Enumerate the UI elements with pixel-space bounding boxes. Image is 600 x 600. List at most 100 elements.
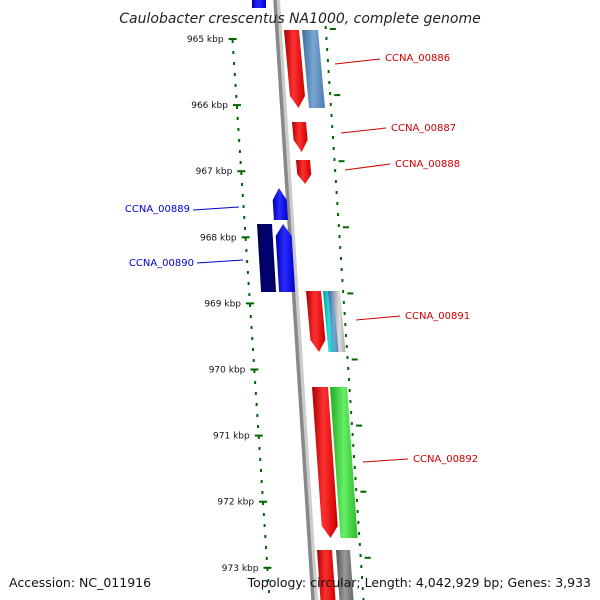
outer-scale-dot bbox=[347, 378, 350, 381]
inner-scale-dot bbox=[236, 117, 239, 120]
inner-scale-dot bbox=[253, 370, 256, 373]
outer-scale-dot bbox=[329, 92, 332, 95]
scale-tick-label: 966 kbp bbox=[191, 101, 228, 111]
feature-misc-CCNA_00891-b bbox=[328, 291, 340, 352]
outer-scale-dot bbox=[348, 389, 351, 392]
inner-scale-dot bbox=[260, 480, 263, 483]
gene-label-leader bbox=[196, 259, 244, 264]
gene-label[interactable]: CCNA_00888 bbox=[395, 159, 460, 170]
features-layer bbox=[252, 0, 358, 600]
gene-label[interactable]: CCNA_00892 bbox=[413, 454, 478, 465]
inner-scale-dot bbox=[254, 381, 257, 384]
inner-scale-dot bbox=[246, 260, 249, 263]
inner-scale-dot bbox=[259, 469, 262, 472]
outer-scale-dot bbox=[328, 81, 331, 84]
feature-cds-next bbox=[336, 550, 354, 600]
inner-scale-dot bbox=[265, 546, 268, 549]
inner-scale-dot bbox=[264, 535, 267, 538]
inner-scale-dot bbox=[265, 557, 268, 560]
inner-scale-dot bbox=[262, 513, 265, 516]
backbone-shadow bbox=[274, 0, 318, 600]
outer-scale-dot bbox=[326, 59, 329, 62]
outer-scale-dot bbox=[350, 422, 353, 425]
scale-tick-label: 967 kbp bbox=[196, 167, 233, 177]
outer-scale-dot bbox=[353, 466, 356, 469]
outer-major-tick bbox=[351, 358, 358, 361]
outer-major-tick bbox=[347, 292, 354, 295]
outer-scale-dot bbox=[346, 356, 349, 359]
inner-scale-dot bbox=[251, 337, 254, 340]
scale-tick-label: 969 kbp bbox=[204, 299, 241, 309]
outer-major-tick bbox=[356, 424, 363, 427]
outer-scale-dot bbox=[334, 169, 337, 172]
outer-scale-dot bbox=[355, 499, 358, 502]
outer-scale-dot bbox=[336, 202, 339, 205]
outer-scale-dot bbox=[358, 543, 361, 546]
inner-scale-dot bbox=[249, 315, 252, 318]
inner-scale-dot bbox=[252, 359, 255, 362]
gene-label[interactable]: CCNA_00889 bbox=[125, 204, 190, 215]
feature-gene-CCNA_00889 bbox=[272, 188, 288, 220]
scale-tick-label: 970 kbp bbox=[209, 366, 246, 376]
outer-scale-dot bbox=[362, 598, 365, 600]
inner-scale-dot bbox=[238, 150, 241, 153]
outer-scale-dot bbox=[329, 103, 332, 106]
gene-label[interactable]: CCNA_00890 bbox=[129, 258, 194, 269]
major-tick-mark bbox=[263, 566, 272, 569]
inner-scale-dot bbox=[242, 205, 245, 208]
inner-scale-dot bbox=[235, 95, 238, 98]
major-tick-mark bbox=[250, 368, 259, 371]
outer-scale-dot bbox=[342, 290, 345, 293]
outer-scale-dot bbox=[358, 532, 361, 535]
feature-gene-CCNA_00891 bbox=[306, 291, 326, 352]
outer-scale-dot bbox=[340, 268, 343, 271]
inner-scale-dot bbox=[267, 579, 270, 582]
scale-tick-label: 965 kbp bbox=[187, 35, 224, 45]
outer-scale-dot bbox=[342, 301, 345, 304]
outer-scale-dot bbox=[327, 70, 330, 73]
inner-scale-dot bbox=[232, 51, 235, 54]
inner-scale-dot bbox=[247, 282, 250, 285]
outer-scale-dot bbox=[355, 488, 358, 491]
inner-scale-dot bbox=[239, 161, 242, 164]
feature-gene-prev bbox=[252, 0, 266, 8]
outer-scale-dot bbox=[361, 587, 364, 590]
inner-scale-dot bbox=[263, 524, 266, 527]
scale-tick-label: 971 kbp bbox=[213, 432, 250, 442]
outer-scale-dot bbox=[338, 235, 341, 238]
major-tick-mark bbox=[237, 170, 246, 173]
genome-summary-text: Topology: circular; Length: 4,042,929 bp… bbox=[247, 575, 591, 590]
major-tick-mark bbox=[246, 302, 255, 305]
inner-scale-dot bbox=[261, 491, 264, 494]
outer-scale-dot bbox=[350, 411, 353, 414]
inner-scale-dot bbox=[262, 502, 265, 505]
outer-scale-dot bbox=[356, 510, 359, 513]
gene-label[interactable]: CCNA_00891 bbox=[405, 311, 470, 322]
map-title: Caulobacter crescentus NA1000, complete … bbox=[119, 11, 480, 27]
inner-scale-dot bbox=[237, 128, 240, 131]
feature-gene-CCNA_00887 bbox=[292, 122, 308, 152]
major-tick-mark bbox=[259, 500, 268, 503]
outer-major-tick bbox=[338, 160, 345, 163]
inner-scale-dot bbox=[254, 392, 257, 395]
scale-tick-label: 968 kbp bbox=[200, 233, 237, 243]
major-tick-mark bbox=[232, 104, 241, 107]
outer-scale-dot bbox=[352, 444, 355, 447]
inner-scale-dot bbox=[233, 62, 236, 65]
inner-scale-dot bbox=[244, 238, 247, 241]
gene-label[interactable]: CCNA_00886 bbox=[385, 53, 450, 64]
major-tick-mark bbox=[228, 38, 237, 40]
inner-scale-dot bbox=[235, 106, 238, 109]
outer-scale-dot bbox=[335, 191, 338, 194]
outer-scale-dot bbox=[339, 257, 342, 260]
inner-scale-dot bbox=[241, 194, 244, 197]
gene-label[interactable]: CCNA_00887 bbox=[391, 123, 456, 134]
inner-scale-dot bbox=[267, 590, 270, 593]
outer-scale-dot bbox=[343, 312, 346, 315]
feature-cds-CCNA_00892 bbox=[330, 387, 358, 538]
backbone-arc bbox=[273, 0, 315, 600]
outer-scale-dot bbox=[337, 224, 340, 227]
inner-scale-dot bbox=[231, 40, 234, 43]
